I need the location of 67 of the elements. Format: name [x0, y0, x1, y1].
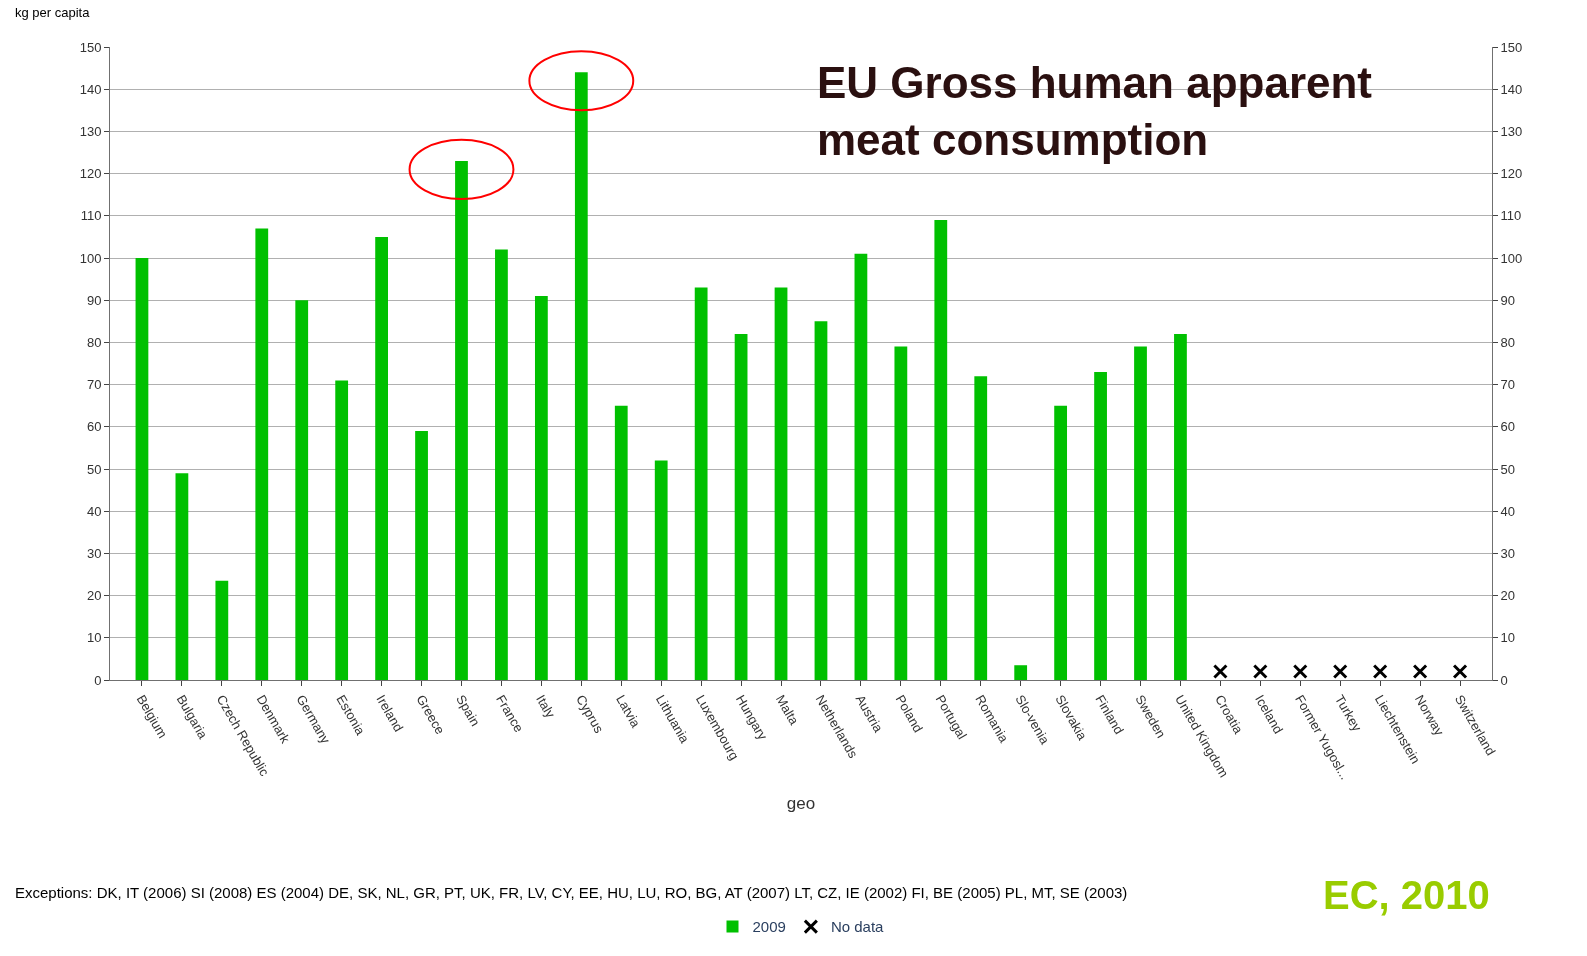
bar	[175, 473, 189, 680]
y-tick-label: 150	[79, 39, 102, 55]
y-tick-label: 90	[86, 292, 102, 308]
bar	[1054, 405, 1068, 680]
bar	[934, 220, 948, 680]
bar	[1174, 333, 1187, 680]
y2-tick-label: 20	[1500, 588, 1516, 604]
bar	[455, 160, 468, 680]
bar	[974, 376, 988, 680]
y-tick-label: 100	[79, 250, 102, 266]
bar	[335, 380, 349, 680]
y2-tick-label: 150	[1500, 39, 1523, 55]
bar	[295, 300, 309, 680]
bar	[1014, 665, 1028, 680]
y-tick-label: 80	[86, 334, 102, 350]
bar	[534, 295, 548, 680]
legend-label: 2009	[752, 918, 786, 936]
y2-tick-label: 70	[1500, 377, 1516, 393]
bar	[495, 249, 508, 680]
y2-tick-label: 50	[1500, 461, 1516, 477]
y2-tick-label: 0	[1500, 672, 1508, 688]
bar	[574, 72, 588, 680]
bar	[135, 258, 149, 680]
y2-tick-label: 90	[1500, 292, 1516, 308]
y-axis-title: kg per capita	[15, 5, 91, 20]
bar	[814, 321, 828, 680]
y2-tick-label: 60	[1500, 419, 1516, 435]
y-tick-label: 70	[86, 377, 102, 393]
bar	[375, 236, 388, 680]
y-tick-label: 140	[79, 81, 102, 97]
y-tick-label: 110	[80, 208, 102, 224]
y-tick-label: 120	[79, 166, 102, 182]
y2-tick-label: 80	[1500, 334, 1516, 350]
y-tick-label: 40	[86, 503, 102, 519]
y2-tick-label: 10	[1500, 630, 1516, 646]
bar	[1134, 346, 1147, 680]
bar	[614, 405, 628, 680]
bar	[734, 333, 748, 680]
y2-tick-label: 120	[1500, 166, 1523, 182]
y2-tick-label: 100	[1500, 250, 1523, 266]
bar	[694, 287, 708, 680]
bar	[415, 431, 428, 680]
y2-tick-label: 130	[1500, 123, 1523, 139]
y-tick-label: 130	[79, 123, 102, 139]
bar	[894, 346, 908, 680]
y-tick-label: 20	[86, 588, 102, 604]
x-axis-title: geo	[786, 793, 816, 813]
y2-tick-label: 140	[1500, 81, 1523, 97]
y2-tick-label: 40	[1500, 503, 1516, 519]
y-tick-label: 50	[86, 461, 102, 477]
y2-tick-label: 30	[1500, 545, 1516, 561]
y-tick-label: 0	[94, 672, 102, 688]
bar	[255, 228, 269, 680]
bar	[215, 580, 229, 680]
y2-tick-label: 110	[1500, 208, 1522, 224]
y-tick-label: 60	[86, 419, 102, 435]
y-tick-label: 30	[86, 545, 102, 561]
bar	[1094, 371, 1107, 680]
legend-label: No data	[830, 918, 885, 936]
text: EC, 2010	[1323, 873, 1490, 917]
text: EU Gross human apparent meat consumption	[817, 58, 1373, 165]
text: Exceptions: DK, IT (2006) SI (2008) ES (2004) DE, SK, NL, GR, PT, UK, FR, LV, CY, EE, HU, LU, RO, BG, AT (2007) LT, CZ, IE (2002) FI, BE (2005) PL, MT, SE (2003)	[15, 884, 1128, 901]
bar	[854, 253, 868, 680]
x-tick-label: Italy	[533, 692, 559, 721]
bar	[774, 287, 788, 680]
y-tick-label: 10	[86, 630, 102, 646]
bar	[654, 460, 668, 680]
